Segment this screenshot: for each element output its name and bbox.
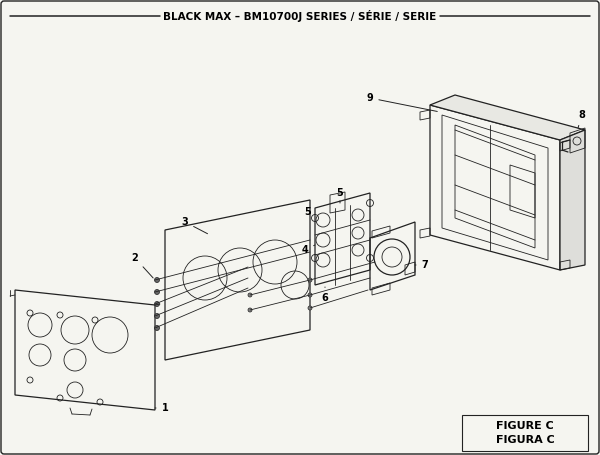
Text: 5: 5: [305, 207, 311, 217]
Bar: [462, 415, 588, 451]
Text: 5: 5: [337, 188, 343, 203]
Circle shape: [308, 278, 312, 282]
Text: FIGURE C: FIGURE C: [496, 421, 554, 431]
Text: 9: 9: [367, 93, 437, 111]
Text: 1: 1: [155, 403, 169, 413]
Text: 2: 2: [131, 253, 153, 278]
Polygon shape: [430, 105, 560, 270]
Circle shape: [155, 302, 160, 307]
Circle shape: [308, 293, 312, 297]
Circle shape: [155, 278, 160, 283]
Text: BLACK MAX – BM10700J SERIES / SÉRIE / SERIE: BLACK MAX – BM10700J SERIES / SÉRIE / SE…: [163, 10, 437, 22]
Circle shape: [248, 308, 252, 312]
Text: 3: 3: [182, 217, 208, 234]
Text: 6: 6: [322, 287, 328, 303]
Text: 4: 4: [302, 245, 315, 255]
Text: 7: 7: [415, 260, 428, 270]
Circle shape: [155, 289, 160, 294]
Circle shape: [308, 306, 312, 310]
Polygon shape: [560, 130, 585, 270]
Circle shape: [155, 313, 160, 318]
Circle shape: [155, 325, 160, 330]
Polygon shape: [430, 95, 585, 140]
Circle shape: [248, 293, 252, 297]
Text: 8: 8: [578, 110, 586, 128]
Text: FIGURA C: FIGURA C: [496, 435, 554, 445]
